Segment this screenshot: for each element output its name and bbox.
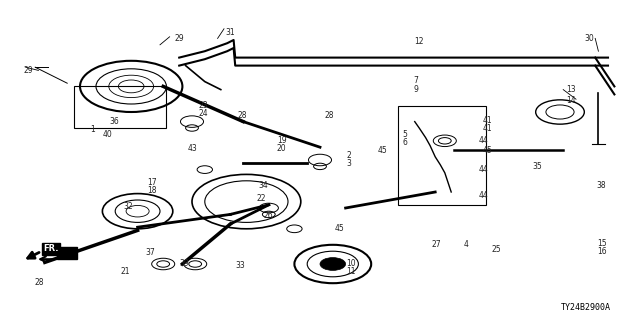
Bar xyxy=(74,86,166,128)
Text: 19: 19 xyxy=(276,136,287,145)
Text: 29: 29 xyxy=(174,34,184,43)
Text: 25: 25 xyxy=(491,245,501,254)
Text: 44: 44 xyxy=(478,136,488,145)
Text: 14: 14 xyxy=(566,96,576,105)
Text: 6: 6 xyxy=(402,138,407,147)
Text: FR.: FR. xyxy=(44,244,59,253)
Text: 29: 29 xyxy=(24,66,34,75)
Text: 27: 27 xyxy=(431,240,442,249)
Text: 22: 22 xyxy=(257,194,266,203)
Text: 41: 41 xyxy=(483,116,493,124)
Text: 45: 45 xyxy=(334,224,344,233)
Text: 43: 43 xyxy=(187,144,197,153)
Text: 37: 37 xyxy=(145,248,156,257)
Text: TY24B2900A: TY24B2900A xyxy=(561,303,611,312)
Bar xyxy=(398,106,486,205)
Text: 38: 38 xyxy=(596,181,607,190)
Text: 10: 10 xyxy=(346,260,356,268)
Text: 32: 32 xyxy=(123,202,133,211)
Text: 21: 21 xyxy=(120,268,129,276)
Text: 36: 36 xyxy=(109,117,119,126)
Text: 2: 2 xyxy=(346,151,351,160)
Text: 39: 39 xyxy=(179,260,189,268)
Text: 16: 16 xyxy=(596,247,607,256)
Text: 18: 18 xyxy=(147,186,156,195)
Text: 41: 41 xyxy=(483,124,493,132)
Text: 34: 34 xyxy=(259,181,269,190)
Text: 15: 15 xyxy=(596,239,607,248)
Text: 44: 44 xyxy=(478,191,488,200)
Text: 4: 4 xyxy=(463,240,468,249)
Text: 7: 7 xyxy=(413,76,419,84)
Text: 33: 33 xyxy=(235,261,245,270)
Text: 13: 13 xyxy=(566,85,576,94)
Text: 24: 24 xyxy=(198,109,209,118)
Text: 45: 45 xyxy=(378,146,388,155)
Text: 17: 17 xyxy=(147,178,157,187)
Text: 31: 31 xyxy=(225,28,236,36)
Text: 26: 26 xyxy=(264,212,274,220)
Text: 11: 11 xyxy=(346,268,355,276)
Text: 12: 12 xyxy=(415,37,424,46)
Text: 23: 23 xyxy=(198,101,209,110)
Text: 40: 40 xyxy=(102,130,113,139)
Text: 28: 28 xyxy=(325,111,334,120)
Text: 5: 5 xyxy=(402,130,407,139)
Text: 28: 28 xyxy=(237,111,246,120)
Text: 1: 1 xyxy=(90,125,95,134)
Text: 45: 45 xyxy=(483,146,493,155)
Text: 9: 9 xyxy=(413,85,419,94)
Text: 30: 30 xyxy=(584,34,594,43)
Circle shape xyxy=(320,258,346,270)
Text: 35: 35 xyxy=(532,162,543,171)
Text: 28: 28 xyxy=(35,278,44,287)
Text: 3: 3 xyxy=(346,159,351,168)
Text: 20: 20 xyxy=(276,144,287,153)
Text: 44: 44 xyxy=(478,165,488,174)
Text: FR.: FR. xyxy=(58,248,76,259)
